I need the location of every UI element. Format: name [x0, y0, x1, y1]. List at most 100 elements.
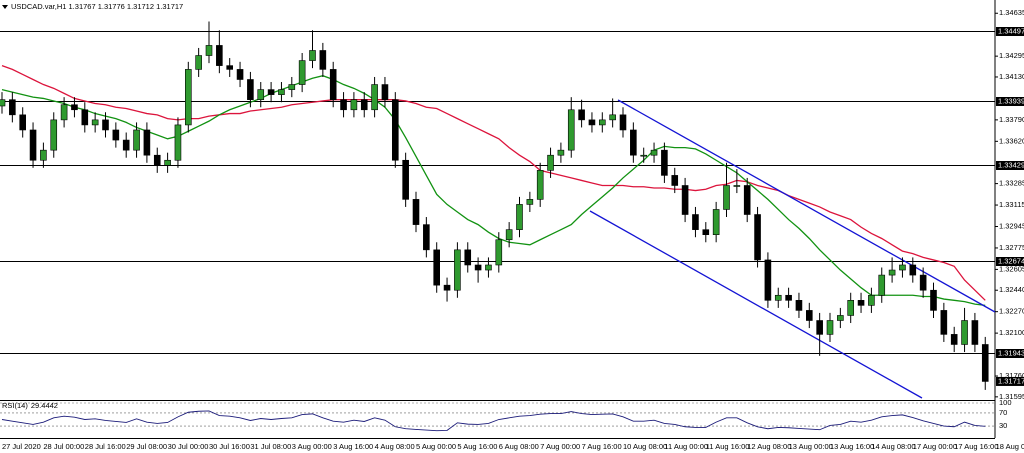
candle-body [754, 214, 761, 261]
y-tick-label: 1.33285 [999, 179, 1024, 188]
candle-body [661, 149, 668, 176]
candle-body [50, 119, 58, 151]
candle-body [340, 99, 347, 111]
moving-average [1, 65, 986, 301]
indicator-name: RSI(14) [2, 401, 28, 410]
level-label-box [996, 349, 1024, 358]
candle-body [60, 104, 68, 121]
candle-body [423, 224, 430, 251]
candle-body [298, 60, 306, 85]
candle-body [433, 249, 441, 286]
x-tick-label: 7 Aug 00:00 [540, 442, 580, 451]
x-tick-label: 29 Jul 08:00 [126, 442, 167, 451]
y-tick-label: 1.33790 [999, 115, 1024, 124]
x-tick-label: 6 Aug 08:00 [499, 442, 539, 451]
x-tick-label: 3 Aug 16:00 [333, 442, 373, 451]
x-tick-label: 11 Aug 00:00 [664, 442, 708, 451]
candle-body [9, 99, 16, 116]
candle-body [774, 294, 782, 301]
candle-body [454, 249, 461, 291]
candle-body [143, 129, 151, 156]
candle-body [278, 89, 285, 95]
indicator-value: 29.4442 [31, 401, 58, 410]
candle-body [236, 69, 244, 80]
level-label-box [996, 27, 1024, 36]
candle-body [402, 159, 409, 200]
candle-body [0, 99, 6, 107]
candle-body [609, 114, 616, 121]
x-tick-label: 13 Aug 00:00 [789, 442, 833, 451]
x-tick-label: 17 Aug 16:00 [954, 442, 998, 451]
candle-body [795, 300, 803, 311]
candle-body [247, 79, 254, 100]
candle-body [464, 249, 472, 266]
candle-body [360, 99, 368, 111]
candle-body [474, 264, 482, 271]
candle-body [743, 185, 751, 215]
x-tick-label: 27 Jul 2020 [2, 442, 41, 451]
x-tick-label: 12 Aug 08:00 [747, 442, 791, 451]
candle-body [288, 84, 296, 90]
candle-body [909, 264, 917, 276]
candle-body [940, 310, 948, 335]
candle-body [640, 154, 648, 157]
candle-body [961, 320, 968, 345]
y-tick-label: 1.31595 [999, 392, 1024, 401]
candle-body [443, 284, 451, 291]
candle-body [526, 199, 534, 205]
y-tick-label: 1.32605 [999, 264, 1024, 273]
x-tick-label: 5 Aug 00:00 [416, 442, 456, 451]
candle-body [971, 320, 979, 345]
x-tick-label: 14 Aug 08:00 [871, 442, 915, 451]
candle-body [837, 315, 844, 321]
candle-body [681, 185, 689, 215]
trend-line [589, 210, 923, 399]
candle-body [578, 109, 585, 121]
candle-body [257, 89, 265, 100]
candle-body [195, 55, 202, 70]
level-label: 1.33939 [998, 96, 1024, 105]
level-label: 1.32674 [998, 256, 1024, 265]
candle-body [40, 149, 47, 161]
candle-body [785, 294, 792, 301]
candle-body [102, 119, 109, 131]
indicator-tick-label: 30 [999, 421, 1007, 430]
y-tick-label: 1.34130 [999, 72, 1024, 81]
candle-body [712, 209, 720, 236]
candle-body [671, 175, 679, 186]
candle-body [888, 269, 896, 276]
candle-body [826, 320, 834, 335]
x-tick-label: 3 Aug 00:00 [292, 442, 332, 451]
candle-body [381, 84, 389, 100]
candle-body [216, 45, 223, 66]
candle-body [91, 119, 99, 126]
candle-body [153, 154, 161, 166]
candle-body [981, 344, 989, 382]
candle-body [857, 300, 865, 306]
level-label: 1.33429 [998, 160, 1024, 169]
candle-body [350, 99, 358, 111]
candle-body [557, 149, 565, 156]
x-tick-label: 30 Jul 16:00 [209, 442, 250, 451]
candle-body [371, 84, 378, 111]
level-label-box [996, 161, 1024, 170]
trend-line [617, 99, 996, 313]
x-tick-label: 31 Jul 08:00 [250, 442, 291, 451]
candle-body [878, 274, 886, 296]
candle-body [495, 239, 503, 266]
chart-title: USDCAD.var,H1 1.31767 1.31776 1.31712 1.… [11, 2, 183, 11]
candle-body [930, 289, 937, 311]
candle-body [29, 129, 37, 161]
y-tick-label: 1.34295 [999, 51, 1024, 60]
candle-body [319, 50, 327, 70]
candle-body [71, 104, 78, 111]
menu-icon[interactable] [2, 5, 8, 9]
candle-body [133, 129, 140, 151]
candle-body [723, 185, 730, 210]
candle-body [619, 114, 627, 131]
y-tick-label: 1.34635 [999, 8, 1024, 17]
candle-body [733, 185, 741, 187]
candle-body [174, 124, 182, 161]
